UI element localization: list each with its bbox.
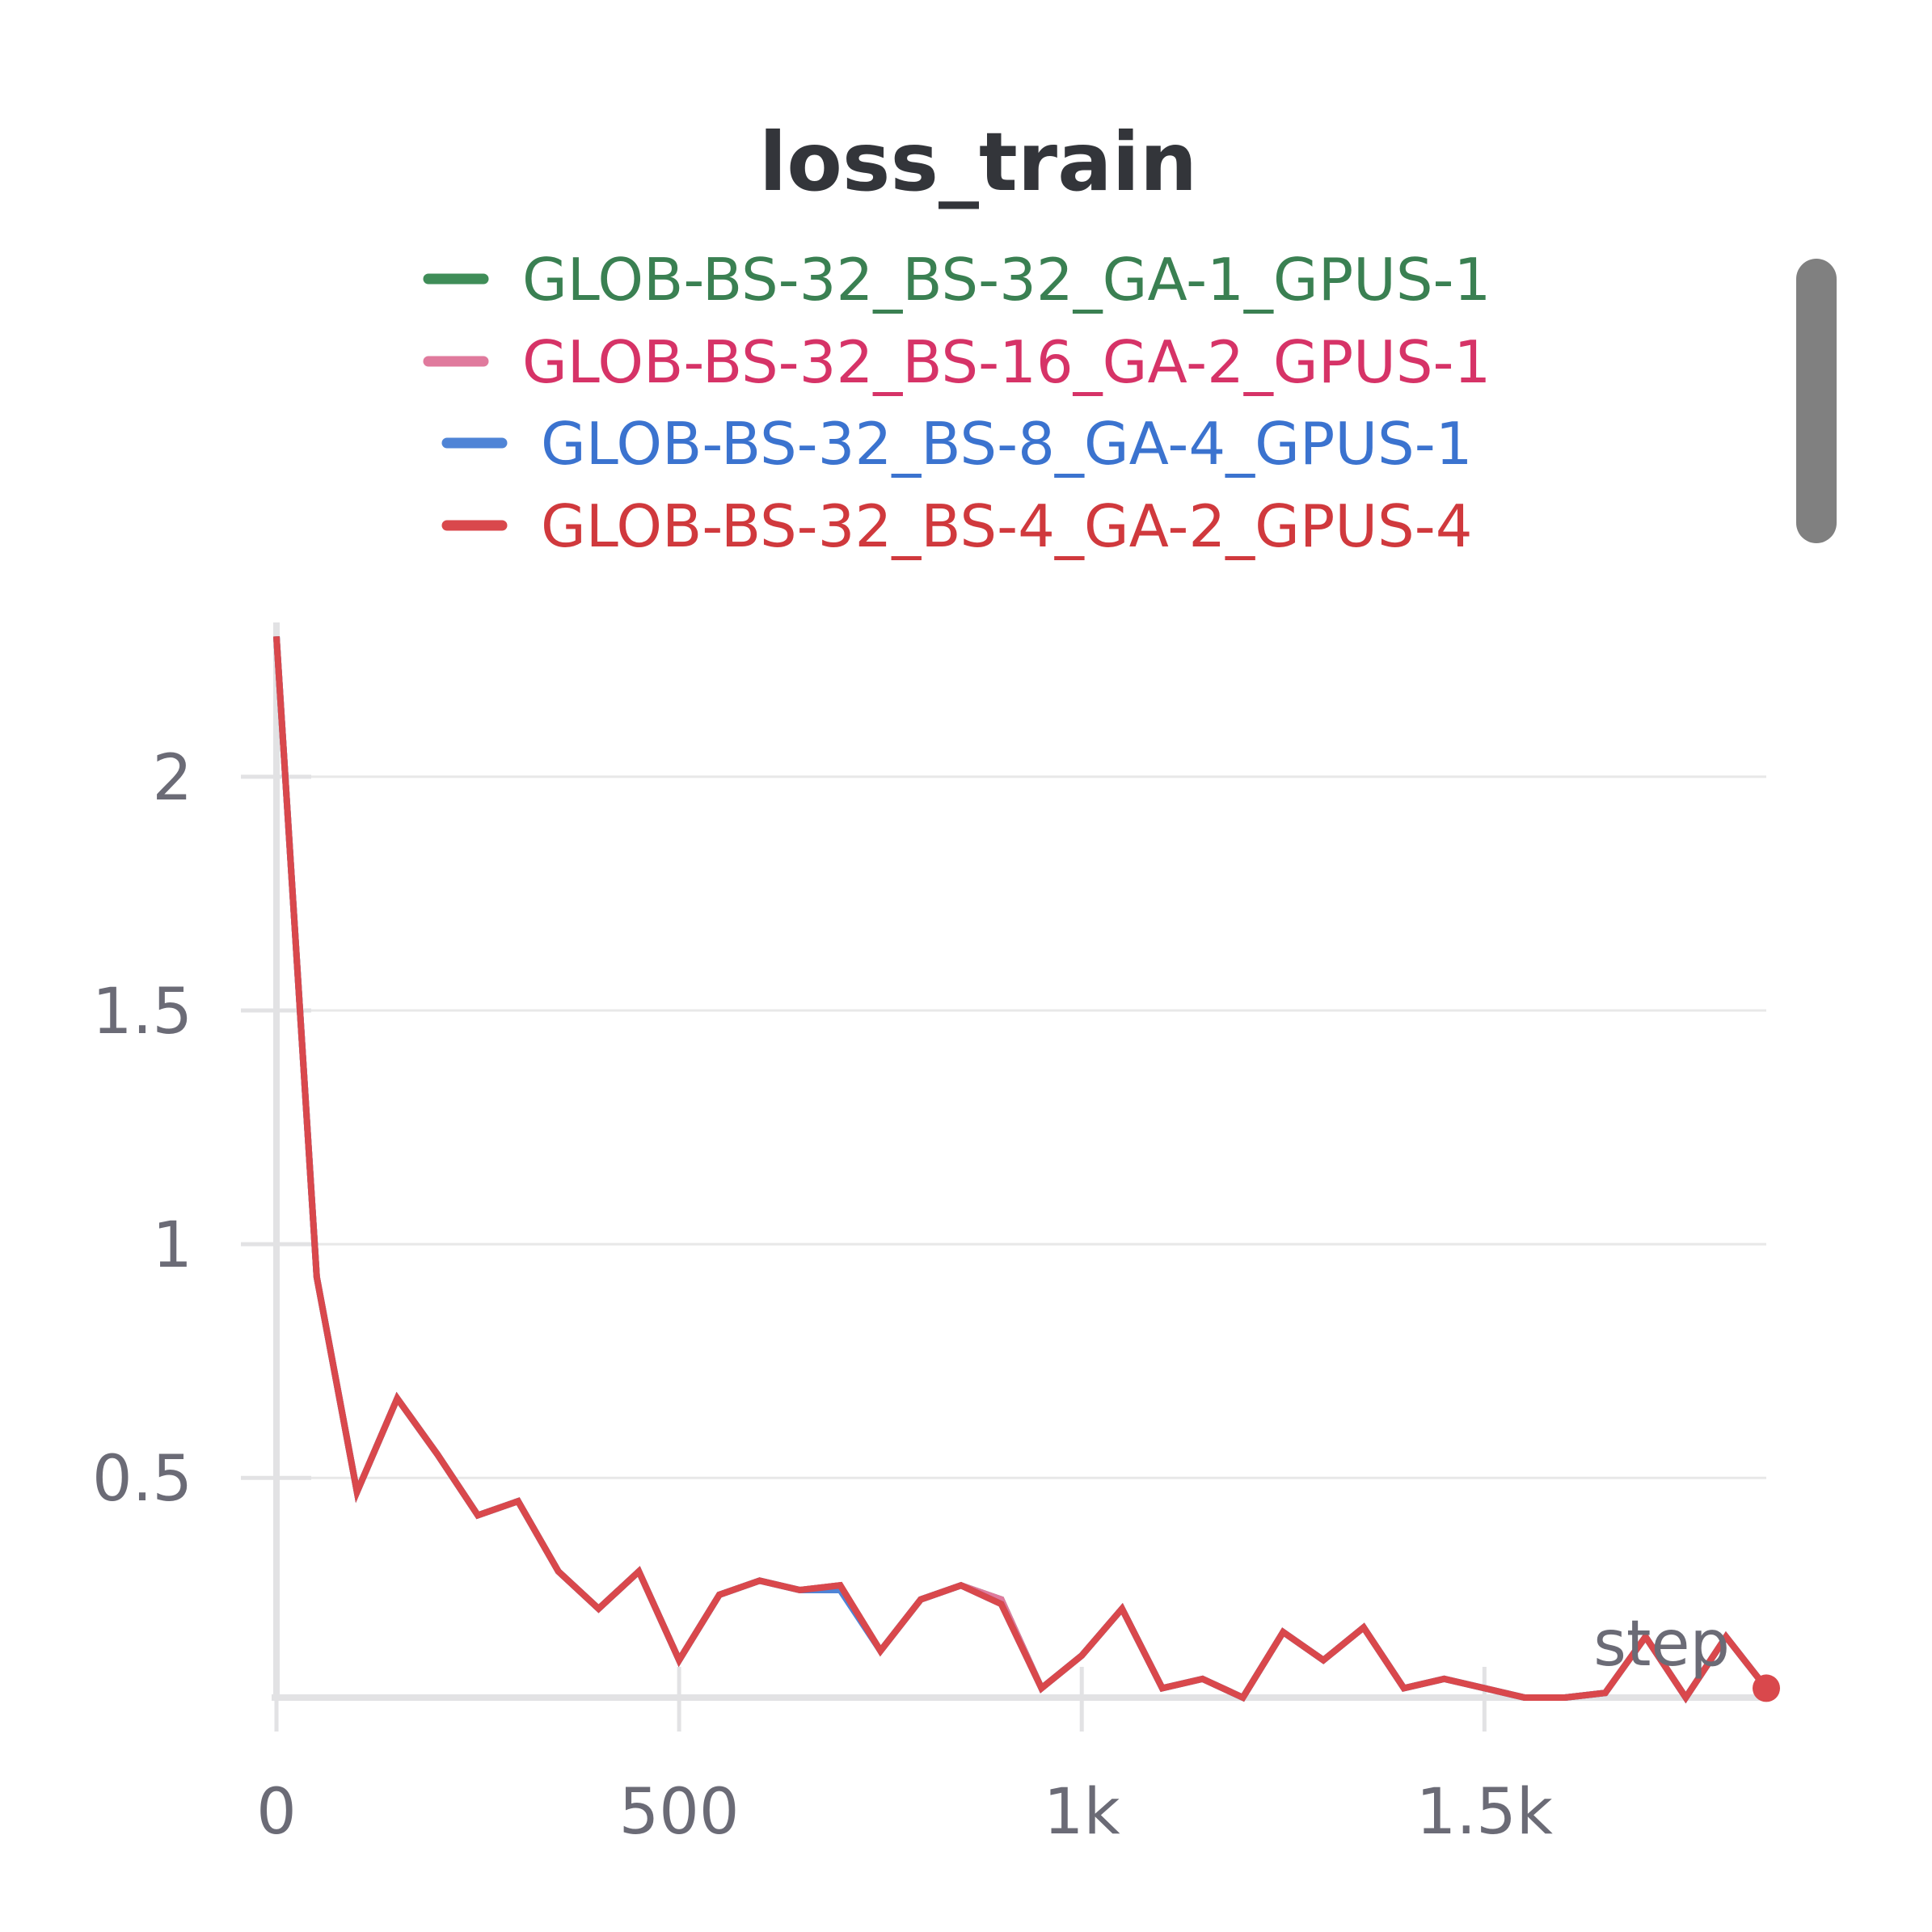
x-axis-ticks: 0 500 1k 1.5k — [256, 1667, 1553, 1849]
y-tick-label: 1 — [152, 1209, 192, 1282]
series-lines — [273, 636, 1780, 1704]
y-tick-label: 1.5 — [92, 976, 192, 1048]
legend-entry: GLOB-BS-32_BS-8_GA-4_GPUS-1 — [541, 410, 1473, 478]
series-line — [273, 636, 1770, 1704]
legend-entry: GLOB-BS-32_BS-32_GA-1_GPUS-1 — [522, 246, 1491, 314]
y-axis-ticks: 0.5 1 1.5 2 — [92, 742, 311, 1516]
x-tick-label: 500 — [619, 1776, 740, 1849]
x-tick-label: 1k — [1044, 1776, 1120, 1849]
series-line — [273, 636, 1770, 1704]
vertical-scrollbar[interactable] — [1796, 259, 1837, 543]
x-tick-label: 1.5k — [1416, 1776, 1553, 1849]
series-line — [273, 636, 1770, 1704]
chart-title: loss_train — [759, 115, 1197, 209]
series-line — [273, 636, 1770, 1704]
axes — [272, 622, 1766, 1701]
x-tick-label: 0 — [256, 1776, 297, 1849]
series-end-point — [1753, 1674, 1780, 1702]
legend-entry: GLOB-BS-32_BS-16_GA-2_GPUS-1 — [522, 328, 1491, 396]
x-axis-label: step — [1593, 1608, 1730, 1681]
grid-lines — [276, 775, 1766, 1479]
legend-entry: GLOB-BS-32_BS-4_GA-2_GPUS-4 — [541, 492, 1473, 560]
legend: GLOB-BS-32_BS-32_GA-1_GPUS-1 GLOB-BS-32_B… — [423, 246, 1491, 560]
y-tick-label: 2 — [152, 742, 192, 815]
y-tick-label: 0.5 — [92, 1443, 192, 1516]
